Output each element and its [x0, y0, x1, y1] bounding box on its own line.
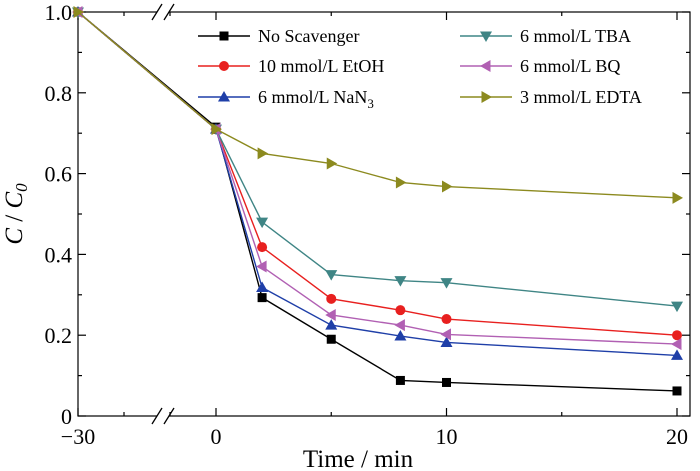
- axis-break-mark: [151, 3, 163, 21]
- axis-break-gap: [157, 408, 169, 424]
- data-point: [441, 314, 452, 325]
- axis-break-gap: [157, 4, 169, 20]
- data-point: [257, 147, 269, 160]
- data-point: [257, 293, 267, 303]
- legend-marker: [480, 60, 491, 72]
- y-axis-label: C / C0: [1, 183, 31, 245]
- y-tick-label: 0.4: [45, 242, 73, 267]
- y-tick-label: 1.0: [45, 0, 73, 25]
- data-point: [671, 301, 683, 313]
- legend-label: 6 mmol/L TBA: [520, 26, 631, 46]
- legend-label: 6 mmol/L BQ: [520, 56, 620, 76]
- legend-entry-4: 6 mmol/L TBA: [460, 26, 631, 46]
- legend-marker: [219, 31, 229, 41]
- legend-marker: [480, 31, 492, 42]
- legend-label: 6 mmol/L NaN3: [258, 87, 374, 111]
- legend-entry-6: 3 mmol/L EDTA: [460, 87, 642, 107]
- x-tick-label: −30: [61, 424, 95, 449]
- data-point: [257, 242, 268, 253]
- x-tick-label: 20: [666, 424, 688, 449]
- data-point: [73, 6, 84, 18]
- series-layer: [72, 6, 683, 396]
- legend-label: 3 mmol/L EDTA: [520, 87, 642, 107]
- axis-labels: Time / min C / C0: [1, 183, 414, 471]
- legend-entry-1: No Scavenger: [198, 26, 359, 46]
- y-tick-label: 0.2: [45, 323, 73, 348]
- legend-label: No Scavenger: [258, 26, 359, 46]
- x-tick-label: 10: [436, 424, 458, 449]
- data-point: [394, 330, 407, 341]
- data-point: [325, 319, 338, 330]
- data-point: [394, 319, 405, 332]
- data-point: [671, 338, 682, 351]
- axis-break-mark: [163, 407, 175, 425]
- series-4: [72, 7, 683, 313]
- data-point: [256, 260, 267, 273]
- data-point: [442, 377, 451, 387]
- axis-break-mark: [151, 407, 163, 425]
- legend-label: 10 mmol/L EtOH: [258, 56, 384, 76]
- data-point: [440, 336, 453, 347]
- series-6: [73, 6, 683, 204]
- data-point: [672, 191, 683, 204]
- data-point: [395, 176, 407, 189]
- data-point: [326, 157, 338, 170]
- legend-entry-2: 10 mmol/L EtOH: [198, 56, 384, 76]
- x-axis-label: Time / min: [303, 446, 414, 471]
- data-point: [325, 270, 338, 281]
- data-point: [326, 293, 337, 304]
- axis-break-mark: [163, 3, 175, 21]
- data-point: [256, 281, 269, 293]
- data-point: [395, 375, 405, 385]
- data-point: [256, 217, 269, 229]
- data-point: [394, 276, 407, 287]
- y-tick-label: 0.6: [45, 162, 73, 187]
- legend-marker: [481, 91, 492, 103]
- data-point: [395, 305, 406, 316]
- legend-marker: [218, 91, 230, 102]
- legend: No Scavenger 10 mmol/L EtOH 6 mmol/L NaN3 6…: [198, 26, 642, 111]
- axis-ticks: 00.20.40.60.81.0−30 0 10 20: [45, 0, 690, 449]
- legend-marker: [219, 61, 229, 71]
- data-point: [442, 180, 453, 193]
- data-point: [672, 330, 682, 341]
- data-point: [211, 123, 222, 136]
- y-tick-label: 0.8: [45, 81, 73, 106]
- data-point: [672, 386, 682, 396]
- legend-entry-3: 6 mmol/L NaN3: [198, 87, 374, 111]
- data-point: [326, 334, 336, 344]
- data-point: [440, 328, 451, 341]
- legend-entry-5: 6 mmol/L BQ: [460, 56, 620, 76]
- data-point: [671, 349, 683, 360]
- y-tick-label: 0: [61, 404, 72, 429]
- x-tick-label: 0: [211, 424, 222, 449]
- data-point: [325, 309, 336, 321]
- data-point: [440, 278, 453, 289]
